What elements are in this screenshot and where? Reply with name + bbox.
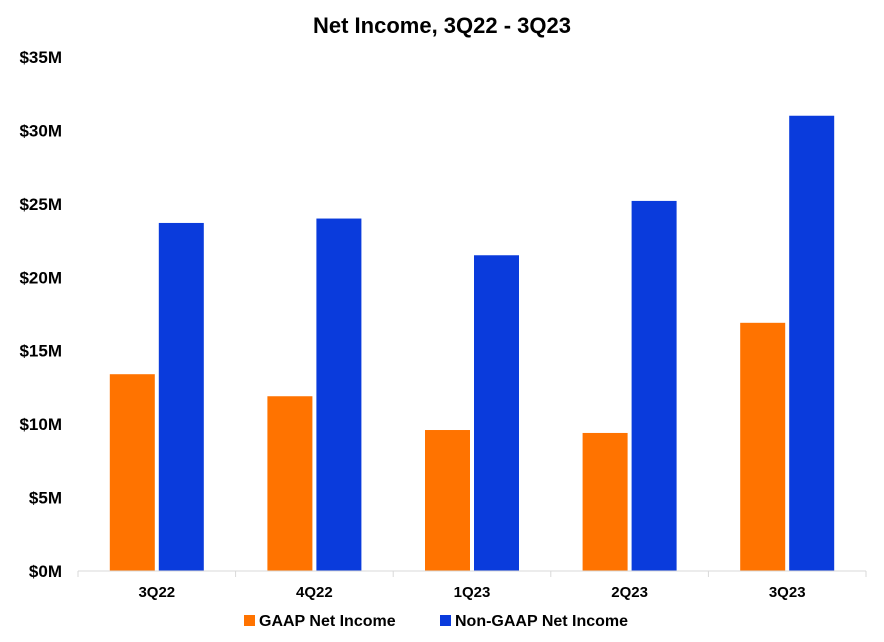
legend-label-gaap: GAAP Net Income — [259, 613, 396, 630]
x-axis: 3Q22 4Q22 1Q23 2Q23 3Q23 — [77, 570, 867, 601]
x-tick-label: 3Q22 — [138, 584, 175, 601]
x-tick-label: 2Q23 — [611, 584, 648, 601]
bar-non-gaap-2q23 — [631, 200, 677, 572]
y-tick-label: $20M — [19, 268, 62, 287]
bar-gaap-3q23 — [740, 322, 786, 571]
bar-non-gaap-3q23 — [789, 115, 835, 571]
bar-non-gaap-1q23 — [474, 255, 519, 571]
bar-gaap-2q23 — [582, 432, 628, 571]
y-tick-label: $5M — [29, 489, 62, 508]
y-tick-label: $10M — [19, 415, 62, 434]
bar-non-gaap-4q22 — [316, 218, 362, 572]
bar-non-gaap-3q22 — [158, 222, 204, 571]
bar-gaap-3q22 — [109, 374, 155, 571]
legend: GAAP Net Income Non-GAAP Net Income — [244, 613, 628, 630]
legend-swatch-non-gaap — [440, 615, 451, 626]
legend-label-non-gaap: Non-GAAP Net Income — [455, 613, 628, 630]
y-tick-label: $15M — [19, 342, 62, 361]
x-tick-label: 4Q22 — [296, 584, 333, 601]
bar-gaap-1q23 — [425, 430, 470, 571]
legend-swatch-gaap — [244, 615, 255, 626]
y-tick-label: $25M — [19, 195, 62, 214]
x-tick-label: 3Q23 — [769, 584, 806, 601]
chart-title: Net Income, 3Q22 - 3Q23 — [313, 13, 571, 38]
bar-gaap-4q22 — [267, 396, 313, 571]
y-tick-label: $30M — [19, 121, 62, 140]
y-tick-label: $0M — [29, 562, 62, 581]
y-tick-label: $35M — [19, 48, 62, 67]
y-axis: $0M $5M $10M $15M $20M $25M $30M $35M — [19, 48, 62, 581]
x-tick-label: 1Q23 — [454, 584, 491, 601]
bars — [109, 115, 835, 572]
